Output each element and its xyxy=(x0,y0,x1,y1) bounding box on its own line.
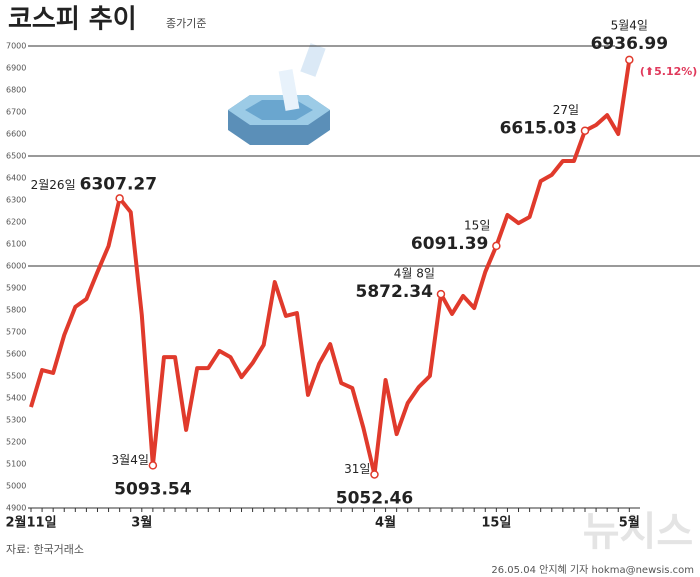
point-marker xyxy=(115,194,124,203)
y-tick-label: 6800 xyxy=(6,86,26,95)
watermark: 뉴시스 xyxy=(583,509,693,555)
y-tick-label: 5200 xyxy=(6,438,26,447)
point-marker xyxy=(148,461,158,470)
y-tick-label: 6900 xyxy=(6,64,26,73)
y-tick-label: 6700 xyxy=(6,108,26,117)
y-tick-label: 5300 xyxy=(6,416,26,425)
line xyxy=(29,59,632,477)
y-tick-label: 5400 xyxy=(6,394,26,403)
x-tick-label: 15일 xyxy=(481,516,511,531)
x-tick-label: 2월11일 xyxy=(5,515,56,531)
point-marker xyxy=(370,470,379,479)
x-tick-label: 4월 xyxy=(375,515,396,531)
point-marker xyxy=(580,126,590,135)
y-tick-label: 5900 xyxy=(6,284,26,293)
point-value-label: 6615.03 xyxy=(500,119,577,139)
y-tick-label: 5800 xyxy=(6,306,26,315)
point-date-label: 31일 xyxy=(344,462,370,476)
y-tick-label: 6300 xyxy=(6,196,26,205)
point-date-label: 5월4일 xyxy=(611,18,648,32)
source: 자료: 한국거래소 xyxy=(6,543,84,556)
y-tick-label: 6200 xyxy=(6,218,26,227)
y-tick-label: 6600 xyxy=(6,130,26,139)
y-tick-label: 4900 xyxy=(6,504,26,513)
change-label: (⬆5.12%) xyxy=(640,65,697,78)
point-value-label: 6307.27 xyxy=(80,174,157,194)
y-tick-label: 5100 xyxy=(6,460,26,469)
y-tick-label: 5500 xyxy=(6,372,26,381)
point-value-label: 5872.34 xyxy=(356,282,434,302)
x-tick-label: 5월 xyxy=(619,515,640,531)
y-tick-label: 6400 xyxy=(6,174,26,183)
point-date-label: 27일 xyxy=(553,103,579,117)
y-tick-label: 5000 xyxy=(6,482,26,491)
y-tick-label: 6000 xyxy=(6,262,26,271)
chart-title: 코스피 추이 xyxy=(8,5,137,35)
y-tick-label: 7000 xyxy=(6,42,26,51)
y-tick-label: 6500 xyxy=(6,152,26,161)
x-tick-label: 3월 xyxy=(131,515,152,531)
point-value-label: 5052.46 xyxy=(336,488,413,508)
credit: 26.05.04 안지혜 기자 hokma@newsis.com xyxy=(491,564,694,576)
y-tick-label: 5600 xyxy=(6,350,26,359)
point-marker xyxy=(436,289,446,299)
point-date-label: 4월 8일 xyxy=(394,267,435,281)
decor-icon xyxy=(228,43,330,145)
chart-subtitle: 종가기준 xyxy=(166,17,206,30)
point-marker xyxy=(625,55,634,65)
point-date-label: 15일 xyxy=(464,218,490,232)
point-marker xyxy=(492,241,501,251)
point-date-label: 3월4일 xyxy=(112,453,149,467)
y-tick-label: 5700 xyxy=(6,328,26,337)
y-tick-label: 6100 xyxy=(6,240,26,249)
point-value-label: 6936.99 xyxy=(591,34,668,54)
point-value-label: 6091.39 xyxy=(411,234,488,254)
point-value-label: 5093.54 xyxy=(114,479,192,499)
point-date-label: 2월26일 xyxy=(31,178,76,192)
